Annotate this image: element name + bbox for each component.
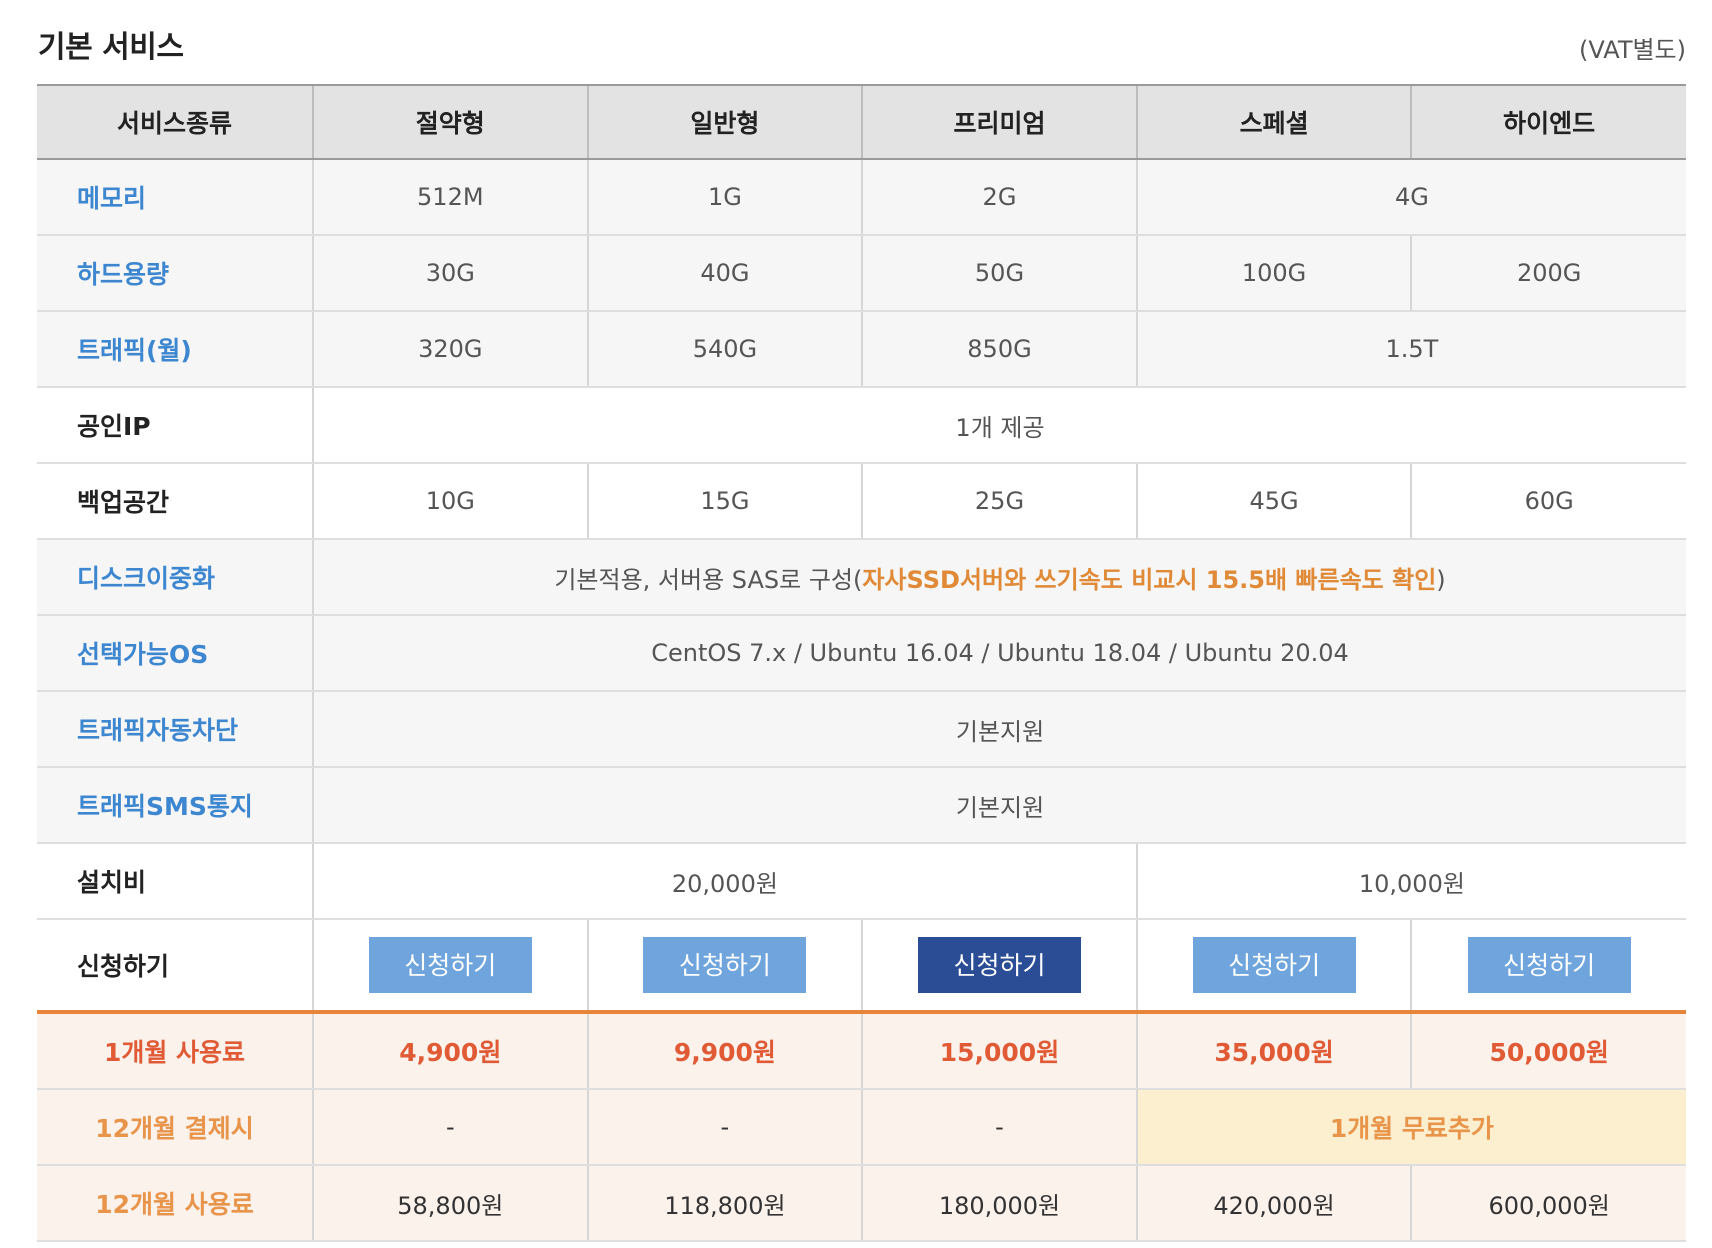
- raid-value-prefix: 기본적용, 서버용 SAS로 구성(: [554, 565, 863, 594]
- disk-special: 100G: [1135, 235, 1412, 312]
- backup-highend: 60G: [1410, 463, 1686, 540]
- row-label-memory: 메모리: [37, 159, 313, 236]
- section-title: 기본 서비스: [38, 30, 184, 65]
- os-value: CentOS 7.x / Ubuntu 16.04 / Ubuntu 18.04…: [312, 615, 1686, 692]
- monthly-fee-premium: 15,000원: [861, 1010, 1137, 1090]
- col-header-standard: 일반형: [586, 84, 863, 160]
- row-label-traffic-sms: 트래픽SMS통지: [37, 767, 313, 844]
- row-label-traffic: 트래픽(월): [37, 311, 313, 388]
- traffic-standard: 540G: [586, 311, 863, 388]
- annual-bonus-premium: -: [861, 1089, 1137, 1166]
- apply-button-highend[interactable]: 신청하기: [1467, 937, 1631, 993]
- disk-premium: 50G: [861, 235, 1137, 312]
- row-traffic-block: 트래픽자동차단 기본지원: [37, 691, 1686, 768]
- row-label-os: 선택가능OS: [37, 615, 313, 692]
- annual-bonus-free-month: 1개월 무료추가: [1135, 1089, 1686, 1166]
- row-label-apply: 신청하기: [37, 919, 313, 1013]
- memory-standard: 1G: [586, 159, 863, 236]
- apply-button-premium[interactable]: 신청하기: [917, 937, 1081, 993]
- annual-total-economy: 58,800원: [312, 1165, 588, 1242]
- row-label-setup-fee: 설치비: [37, 843, 313, 920]
- disk-highend: 200G: [1410, 235, 1686, 312]
- col-header-service-type: 서비스종류: [37, 84, 313, 160]
- row-monthly-fee: 1개월 사용료 4,900원 9,900원 15,000원 35,000원 50…: [37, 1010, 1686, 1090]
- apply-cell-premium: 신청하기: [861, 919, 1137, 1013]
- backup-economy: 10G: [312, 463, 588, 540]
- row-traffic-sms: 트래픽SMS통지 기본지원: [37, 767, 1686, 844]
- memory-economy: 512M: [312, 159, 588, 236]
- apply-cell-special: 신청하기: [1135, 919, 1412, 1013]
- row-annual-total: 12개월 사용료 58,800원 118,800원 180,000원 420,0…: [37, 1165, 1686, 1242]
- public-ip-value: 1개 제공: [312, 387, 1686, 464]
- header-row: 서비스종류 절약형 일반형 프리미엄 스페셜 하이엔드: [37, 84, 1686, 160]
- row-public-ip: 공인IP 1개 제공: [37, 387, 1686, 464]
- memory-special-highend: 4G: [1135, 159, 1686, 236]
- setup-fee-basic: 20,000원: [312, 843, 1137, 920]
- traffic-economy: 320G: [312, 311, 588, 388]
- row-label-backup: 백업공간: [37, 463, 313, 540]
- traffic-premium: 850G: [861, 311, 1137, 388]
- row-label-public-ip: 공인IP: [37, 387, 313, 464]
- annual-total-premium: 180,000원: [861, 1165, 1137, 1242]
- apply-button-standard[interactable]: 신청하기: [643, 937, 807, 993]
- row-traffic: 트래픽(월) 320G 540G 850G 1.5T: [37, 311, 1686, 388]
- annual-total-standard: 118,800원: [586, 1165, 863, 1242]
- row-label-disk: 하드용량: [37, 235, 313, 312]
- traffic-sms-value: 기본지원: [312, 767, 1686, 844]
- row-memory: 메모리 512M 1G 2G 4G: [37, 159, 1686, 236]
- monthly-fee-special: 35,000원: [1135, 1010, 1412, 1090]
- row-label-traffic-block: 트래픽자동차단: [37, 691, 313, 768]
- backup-special: 45G: [1135, 463, 1412, 540]
- col-header-premium: 프리미엄: [861, 84, 1137, 160]
- annual-total-highend: 600,000원: [1410, 1165, 1686, 1242]
- disk-standard: 40G: [586, 235, 863, 312]
- row-disk: 하드용량 30G 40G 50G 100G 200G: [37, 235, 1686, 312]
- annual-bonus-standard: -: [586, 1089, 863, 1166]
- raid-value-suffix: ): [1436, 565, 1446, 594]
- memory-premium: 2G: [861, 159, 1137, 236]
- traffic-special-highend: 1.5T: [1135, 311, 1686, 388]
- apply-button-economy[interactable]: 신청하기: [368, 937, 532, 993]
- row-os: 선택가능OS CentOS 7.x / Ubuntu 16.04 / Ubunt…: [37, 615, 1686, 692]
- backup-standard: 15G: [586, 463, 863, 540]
- annual-bonus-economy: -: [312, 1089, 588, 1166]
- annual-total-special: 420,000원: [1135, 1165, 1412, 1242]
- monthly-fee-standard: 9,900원: [586, 1010, 863, 1090]
- apply-cell-standard: 신청하기: [586, 919, 863, 1013]
- row-label-annual-bonus: 12개월 결제시: [37, 1089, 313, 1166]
- disk-economy: 30G: [312, 235, 588, 312]
- setup-fee-advanced: 10,000원: [1135, 843, 1686, 920]
- row-annual-bonus: 12개월 결제시 - - - 1개월 무료추가: [37, 1089, 1686, 1166]
- apply-cell-highend: 신청하기: [1410, 919, 1686, 1013]
- row-setup-fee: 설치비 20,000원 10,000원: [37, 843, 1686, 920]
- apply-button-special[interactable]: 신청하기: [1192, 937, 1356, 993]
- pricing-table: 서비스종류 절약형 일반형 프리미엄 스페셜 하이엔드 메모리 512M 1G …: [37, 84, 1686, 1242]
- col-header-special: 스페셜: [1135, 84, 1412, 160]
- traffic-block-value: 기본지원: [312, 691, 1686, 768]
- row-label-raid: 디스크이중화: [37, 539, 313, 616]
- row-label-annual-total: 12개월 사용료: [37, 1165, 313, 1242]
- row-apply: 신청하기 신청하기 신청하기 신청하기 신청하기 신청하기: [37, 919, 1686, 1013]
- row-backup: 백업공간 10G 15G 25G 45G 60G: [37, 463, 1686, 540]
- raid-value: 기본적용, 서버용 SAS로 구성(자사SSD서버와 쓰기속도 비교시 15.5…: [312, 539, 1686, 616]
- raid-value-highlight: 자사SSD서버와 쓰기속도 비교시 15.5배 빠른속도 확인: [862, 565, 1437, 594]
- row-label-monthly-fee: 1개월 사용료: [37, 1010, 313, 1090]
- row-raid: 디스크이중화 기본적용, 서버용 SAS로 구성(자사SSD서버와 쓰기속도 비…: [37, 539, 1686, 616]
- backup-premium: 25G: [861, 463, 1137, 540]
- col-header-highend: 하이엔드: [1410, 84, 1686, 160]
- apply-cell-economy: 신청하기: [312, 919, 588, 1013]
- vat-note: (VAT별도): [1579, 36, 1686, 64]
- monthly-fee-economy: 4,900원: [312, 1010, 588, 1090]
- monthly-fee-highend: 50,000원: [1410, 1010, 1686, 1090]
- col-header-economy: 절약형: [312, 84, 588, 160]
